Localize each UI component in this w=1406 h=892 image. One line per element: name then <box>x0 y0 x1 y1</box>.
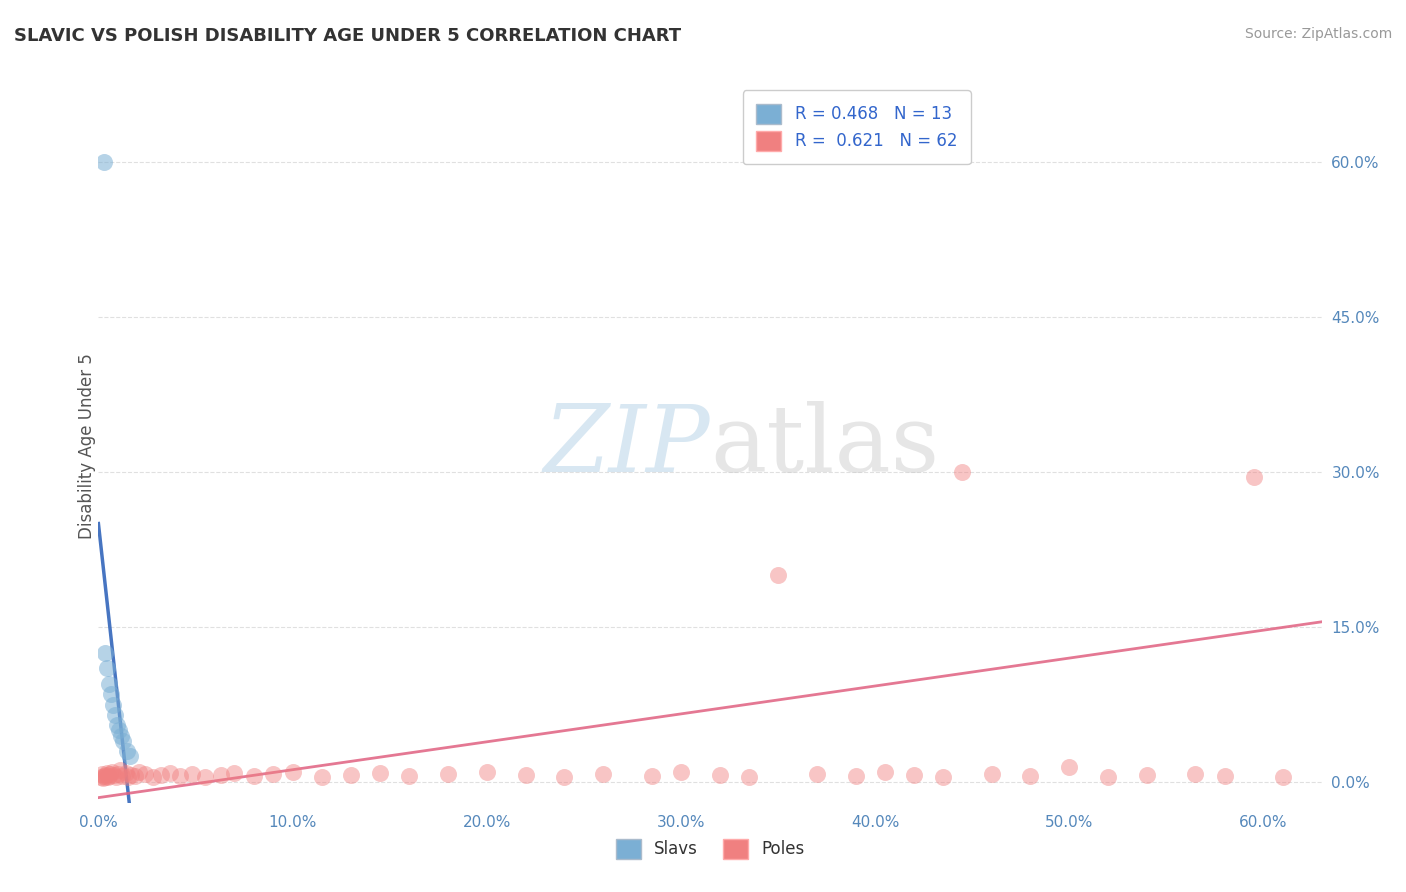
Point <box>515 768 537 782</box>
Text: ZIP: ZIP <box>543 401 710 491</box>
Point <box>903 768 925 782</box>
Point <box>1184 767 1206 781</box>
Point <box>1213 769 1236 783</box>
Text: atlas: atlas <box>710 401 939 491</box>
Point <box>709 768 731 782</box>
Point <box>96 765 118 780</box>
Point <box>120 749 142 764</box>
Point <box>98 767 121 781</box>
Point <box>368 765 391 780</box>
Point <box>738 770 761 784</box>
Point <box>91 767 114 781</box>
Point <box>128 764 150 779</box>
Point <box>437 767 460 781</box>
Point <box>1243 470 1265 484</box>
Point <box>475 764 498 779</box>
Point <box>96 661 118 675</box>
Point <box>117 770 139 784</box>
Point <box>766 568 789 582</box>
Point <box>398 769 420 783</box>
Point <box>98 677 121 691</box>
Point <box>96 768 118 782</box>
Point <box>592 767 614 781</box>
Point <box>103 768 125 782</box>
Point <box>100 687 122 701</box>
Point <box>149 768 172 782</box>
Point <box>120 768 142 782</box>
Y-axis label: Disability Age Under 5: Disability Age Under 5 <box>79 353 96 539</box>
Point <box>93 154 115 169</box>
Point <box>124 769 146 783</box>
Point <box>952 465 974 479</box>
Point <box>980 767 1002 781</box>
Point <box>111 769 134 783</box>
Point <box>209 768 232 782</box>
Point <box>105 718 128 732</box>
Point <box>93 769 115 783</box>
Point <box>91 771 114 785</box>
Point <box>108 723 131 738</box>
Point <box>159 765 181 780</box>
Point <box>932 770 955 784</box>
Point <box>94 646 117 660</box>
Point <box>845 769 868 783</box>
Point <box>669 764 692 779</box>
Point <box>340 768 363 782</box>
Point <box>1057 759 1080 773</box>
Text: SLAVIC VS POLISH DISABILITY AGE UNDER 5 CORRELATION CHART: SLAVIC VS POLISH DISABILITY AGE UNDER 5 … <box>14 27 681 45</box>
Legend: Slavs, Poles: Slavs, Poles <box>609 832 811 866</box>
Point <box>142 770 165 784</box>
Point <box>242 769 264 783</box>
Point <box>115 744 138 758</box>
Point <box>224 765 246 780</box>
Point <box>90 770 112 784</box>
Point <box>806 767 828 781</box>
Text: Source: ZipAtlas.com: Source: ZipAtlas.com <box>1244 27 1392 41</box>
Point <box>94 770 117 784</box>
Point <box>98 769 121 783</box>
Point <box>873 764 896 779</box>
Point <box>114 765 136 780</box>
Point <box>101 764 124 779</box>
Point <box>1097 770 1119 784</box>
Point <box>281 764 304 779</box>
Point <box>1136 768 1159 782</box>
Point <box>1271 770 1294 784</box>
Point <box>104 770 127 784</box>
Point <box>311 770 333 784</box>
Point <box>1019 769 1042 783</box>
Point <box>108 763 131 777</box>
Point <box>553 770 575 784</box>
Point <box>97 770 120 784</box>
Point <box>101 698 124 712</box>
Point <box>262 767 284 781</box>
Point <box>180 767 202 781</box>
Point <box>110 729 132 743</box>
Point <box>107 767 129 781</box>
Point <box>104 707 127 722</box>
Point <box>194 770 217 784</box>
Point <box>169 769 191 783</box>
Point <box>111 733 134 747</box>
Point <box>641 769 664 783</box>
Point <box>134 767 156 781</box>
